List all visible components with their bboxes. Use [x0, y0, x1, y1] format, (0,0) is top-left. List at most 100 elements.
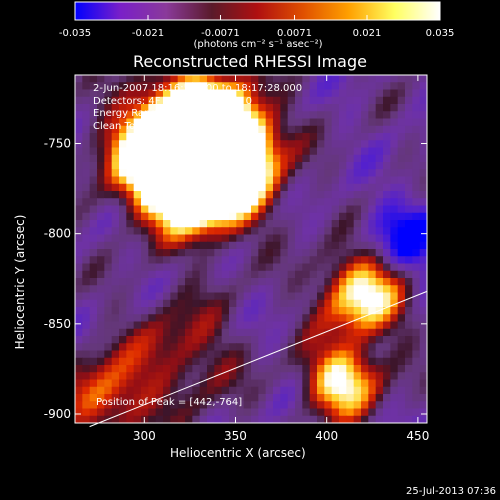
- heatmap-cell: [207, 162, 215, 170]
- heatmap-cell: [405, 241, 413, 250]
- heatmap-cell: [199, 162, 208, 170]
- heatmap-cell: [353, 198, 362, 207]
- heatmap-cell: [89, 328, 98, 337]
- heatmap-cell: [148, 321, 157, 330]
- heatmap-cell: [331, 118, 340, 127]
- heatmap-cell: [375, 249, 384, 257]
- heatmap-cell: [353, 350, 362, 359]
- heatmap-cell: [133, 278, 142, 286]
- heatmap-cell: [243, 125, 252, 134]
- heatmap-cell: [390, 299, 399, 308]
- heatmap-cell: [229, 394, 237, 402]
- heatmap-cell: [302, 379, 311, 388]
- heatmap-cell: [177, 270, 186, 279]
- heatmap-cell: [265, 154, 274, 163]
- heatmap-cell: [75, 386, 83, 395]
- heatmap-cell: [192, 227, 201, 236]
- heatmap-cell: [265, 343, 274, 352]
- heatmap-cell: [258, 191, 267, 199]
- heatmap-cell: [361, 321, 369, 330]
- heatmap-cell: [419, 198, 427, 207]
- heatmap-cell: [368, 256, 377, 265]
- heatmap-cell: [361, 357, 369, 366]
- heatmap-cell: [419, 372, 427, 381]
- heatmap-cell: [302, 278, 311, 286]
- heatmap-cell: [229, 169, 237, 178]
- heatmap-cell: [258, 415, 267, 423]
- heatmap-cell: [133, 241, 142, 250]
- heatmap-cell: [177, 162, 186, 170]
- heatmap-cell: [163, 336, 171, 344]
- heatmap-cell: [280, 379, 289, 388]
- heatmap-cell: [192, 96, 201, 105]
- heatmap-cell: [243, 256, 252, 265]
- heatmap-cell: [331, 169, 340, 178]
- heatmap-cell: [258, 336, 267, 344]
- heatmap-cell: [309, 285, 318, 294]
- heatmap-cell: [265, 234, 274, 243]
- heatmap-cell: [97, 350, 105, 359]
- heatmap-cell: [229, 82, 237, 91]
- heatmap-cell: [104, 89, 113, 98]
- heatmap-cell: [280, 415, 289, 423]
- heatmap-cell: [339, 372, 347, 381]
- heatmap-cell: [339, 343, 347, 352]
- heatmap-cell: [368, 299, 377, 308]
- heatmap-cell: [287, 386, 296, 395]
- heatmap-cell: [339, 205, 347, 214]
- heatmap-cell: [207, 386, 215, 395]
- heatmap-cell: [141, 234, 149, 243]
- heatmap-cell: [324, 270, 333, 279]
- heatmap-cell: [353, 89, 362, 98]
- heatmap-cell: [155, 270, 164, 279]
- colorbar-tick-label: 0.035: [426, 28, 455, 39]
- heatmap-cell: [353, 183, 362, 192]
- heatmap-cell: [265, 183, 274, 192]
- heatmap-cell: [163, 292, 171, 301]
- heatmap-cell: [368, 176, 377, 185]
- heatmap-cell: [405, 176, 413, 185]
- heatmap-cell: [280, 104, 289, 112]
- heatmap-cell: [361, 212, 369, 221]
- heatmap-cell: [265, 82, 274, 91]
- heatmap-cell: [221, 415, 230, 423]
- heatmap-cell: [353, 365, 362, 373]
- heatmap-cell: [97, 169, 105, 178]
- heatmap-cell: [419, 104, 427, 112]
- heatmap-cell: [339, 234, 347, 243]
- heatmap-cell: [383, 256, 391, 265]
- heatmap-cell: [295, 125, 303, 134]
- heatmap-cell: [177, 220, 186, 228]
- heatmap-cell: [148, 336, 157, 344]
- heatmap-cell: [148, 365, 157, 373]
- heatmap-cell: [339, 191, 347, 199]
- heatmap-cell: [89, 357, 98, 366]
- heatmap-cell: [265, 220, 274, 228]
- heatmap-cell: [199, 379, 208, 388]
- heatmap-cell: [412, 365, 421, 373]
- heatmap-cell: [251, 118, 259, 127]
- heatmap-cell: [126, 249, 135, 257]
- heatmap-cell: [229, 343, 237, 352]
- heatmap-cell: [375, 205, 384, 214]
- heatmap-cell: [119, 89, 127, 98]
- heatmap-cell: [317, 415, 325, 423]
- heatmap-cell: [89, 89, 98, 98]
- heatmap-cell: [258, 292, 267, 301]
- heatmap-cell: [133, 328, 142, 337]
- heatmap-cell: [317, 111, 325, 120]
- heatmap-cell: [346, 183, 355, 192]
- heatmap-cell: [251, 220, 259, 228]
- heatmap-cell: [361, 169, 369, 178]
- heatmap-cell: [317, 169, 325, 178]
- heatmap-cell: [280, 111, 289, 120]
- heatmap-cell: [265, 176, 274, 185]
- heatmap-cell: [331, 299, 340, 308]
- heatmap-cell: [346, 205, 355, 214]
- heatmap-cell: [405, 307, 413, 315]
- heatmap-cell: [346, 89, 355, 98]
- heatmap-cell: [207, 314, 215, 323]
- heatmap-cell: [214, 343, 223, 352]
- heatmap-cell: [163, 249, 171, 257]
- heatmap-cell: [207, 372, 215, 381]
